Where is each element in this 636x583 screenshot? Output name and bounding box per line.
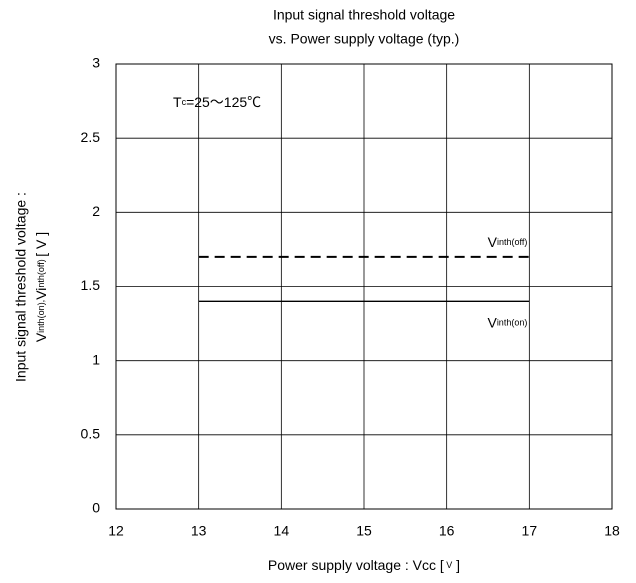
y-axis-label: Vinth(on),Vinth(off) [ V ]: [33, 232, 49, 342]
annotation: Tc=25～125℃: [173, 94, 261, 110]
y-tick-label: 2.5: [81, 129, 101, 145]
y-tick-label: 1: [92, 351, 100, 367]
chart-title: Input signal threshold voltage: [273, 7, 455, 23]
y-tick-label: 0: [92, 500, 100, 516]
y-axis-label: Input signal threshold voltage :: [13, 192, 29, 382]
legend-label: Vinth(on): [487, 314, 527, 330]
legend-label: Vinth(off): [488, 234, 528, 250]
x-tick-label: 13: [191, 523, 207, 539]
x-tick-label: 15: [356, 523, 372, 539]
y-tick-label: 0.5: [81, 426, 101, 442]
y-tick-label: 3: [92, 55, 100, 71]
plot-frame: [115, 63, 613, 510]
x-tick-label: 16: [439, 523, 455, 539]
y-tick-label: 2: [92, 203, 100, 219]
chart-title: vs. Power supply voltage (typ.): [269, 31, 460, 47]
x-tick-label: 18: [604, 523, 620, 539]
y-tick-label: 1.5: [81, 277, 101, 293]
x-axis-label: Power supply voltage : Vcc [ V ]: [268, 557, 460, 573]
x-tick-label: 14: [274, 523, 290, 539]
x-tick-label: 17: [522, 523, 538, 539]
x-tick-label: 12: [108, 523, 124, 539]
